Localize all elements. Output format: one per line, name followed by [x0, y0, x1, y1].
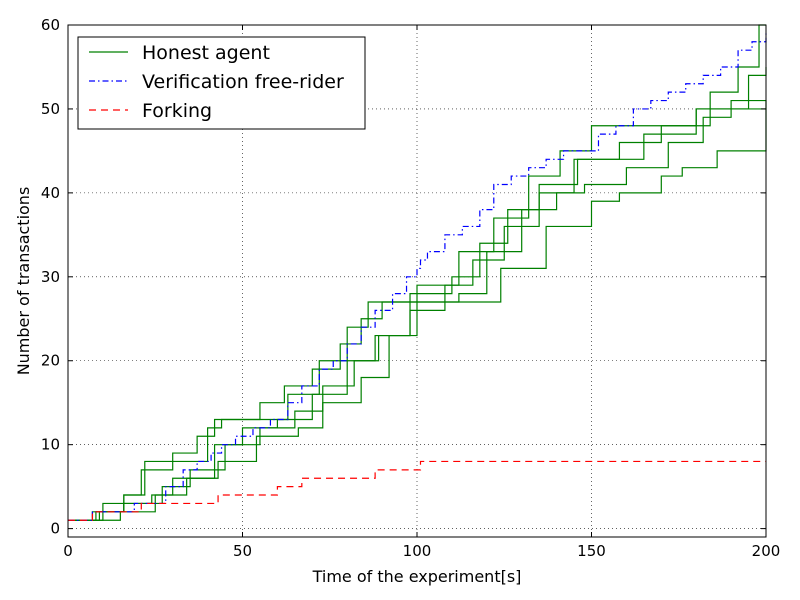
x-tick-label: 150	[577, 542, 606, 560]
ticks: 0 50 100 150 200 0 10 20 30 40 50 60	[41, 16, 780, 560]
y-tick-label: 20	[41, 352, 60, 370]
series-line-honest-agent-5	[68, 108, 767, 521]
x-tick-label: 200	[752, 542, 781, 560]
x-tick-label: 0	[63, 542, 73, 560]
legend-label-free-rider: Verification free-rider	[142, 71, 344, 93]
y-tick-label: 50	[41, 100, 60, 118]
x-axis-label: Time of the experiment[s]	[312, 567, 522, 586]
y-tick-label: 0	[50, 520, 60, 538]
legend-label-forking: Forking	[142, 100, 212, 122]
y-tick-label: 40	[41, 184, 60, 202]
series-line-verification-free-rider	[68, 33, 767, 521]
x-tick-label: 100	[403, 542, 432, 560]
legend-label-honest: Honest agent	[142, 42, 270, 64]
x-tick-label: 50	[233, 542, 252, 560]
y-tick-label: 30	[41, 268, 60, 286]
series-line-honest-agent-2	[68, 66, 767, 521]
legend: Honest agent Verification free-rider For…	[77, 36, 366, 130]
grid	[68, 25, 766, 537]
series-layer	[68, 24, 767, 521]
y-tick-label: 10	[41, 436, 60, 454]
y-axis-label: Number of transactions	[14, 187, 33, 376]
y-tick-label: 60	[41, 16, 60, 34]
